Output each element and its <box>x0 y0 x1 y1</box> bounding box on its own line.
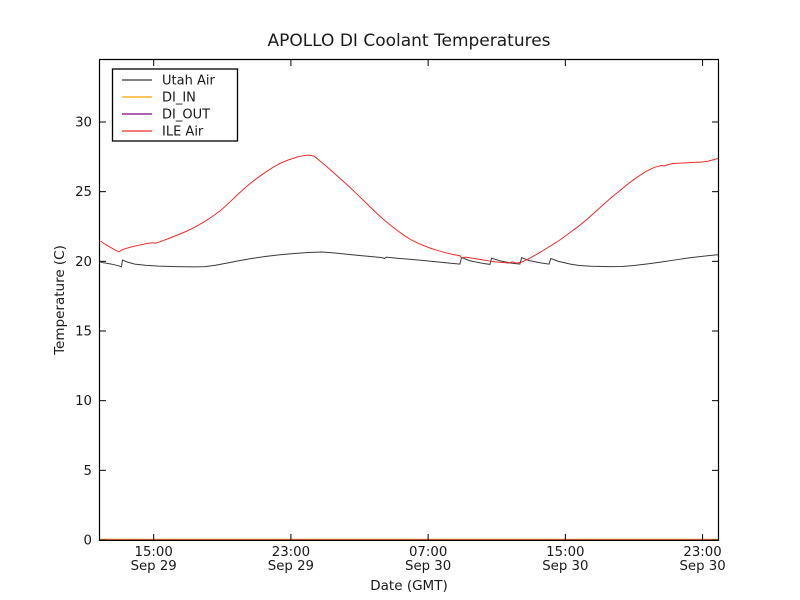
x-axis-label: Date (GMT) <box>370 578 447 594</box>
x-tick-label: 15:00 <box>135 545 173 560</box>
y-tick-label: 5 <box>84 464 92 479</box>
y-tick-label: 10 <box>75 394 92 409</box>
legend-label-utah-air: Utah Air <box>162 74 215 89</box>
y-tick-label: 15 <box>75 325 92 340</box>
y-tick-label: 20 <box>75 255 92 270</box>
x-tick-date-label: Sep 29 <box>131 559 177 574</box>
y-tick-label: 0 <box>84 534 92 549</box>
legend-label-ile-air: ILE Air <box>162 125 204 140</box>
x-tick-date-label: Sep 30 <box>542 559 588 574</box>
series-line-utah-air <box>100 251 719 268</box>
plot-spines <box>98 58 720 541</box>
y-tick-label: 30 <box>75 116 92 131</box>
legend: Utah Air DI_IN DI_OUT ILE Air <box>111 68 239 142</box>
x-tick-label: 15:00 <box>546 545 584 560</box>
y-axis-label: Temperature (C) <box>52 245 68 356</box>
x-tick-label: 23:00 <box>272 545 310 560</box>
y-tick-label: 25 <box>75 185 92 200</box>
x-tick-date-label: Sep 30 <box>405 559 451 574</box>
chart-title: APOLLO DI Coolant Temperatures <box>267 31 550 51</box>
series-line-ile-air <box>100 154 719 264</box>
legend-box <box>111 68 239 142</box>
x-tick-label: 23:00 <box>683 545 721 560</box>
x-tick-label: 07:00 <box>409 545 447 560</box>
x-tick-date-label: Sep 29 <box>268 559 314 574</box>
axis-ticks <box>100 60 718 541</box>
legend-label-di-in: DI_IN <box>162 91 196 106</box>
legend-label-di-out: DI_OUT <box>162 108 210 123</box>
x-tick-date-label: Sep 30 <box>679 559 725 574</box>
